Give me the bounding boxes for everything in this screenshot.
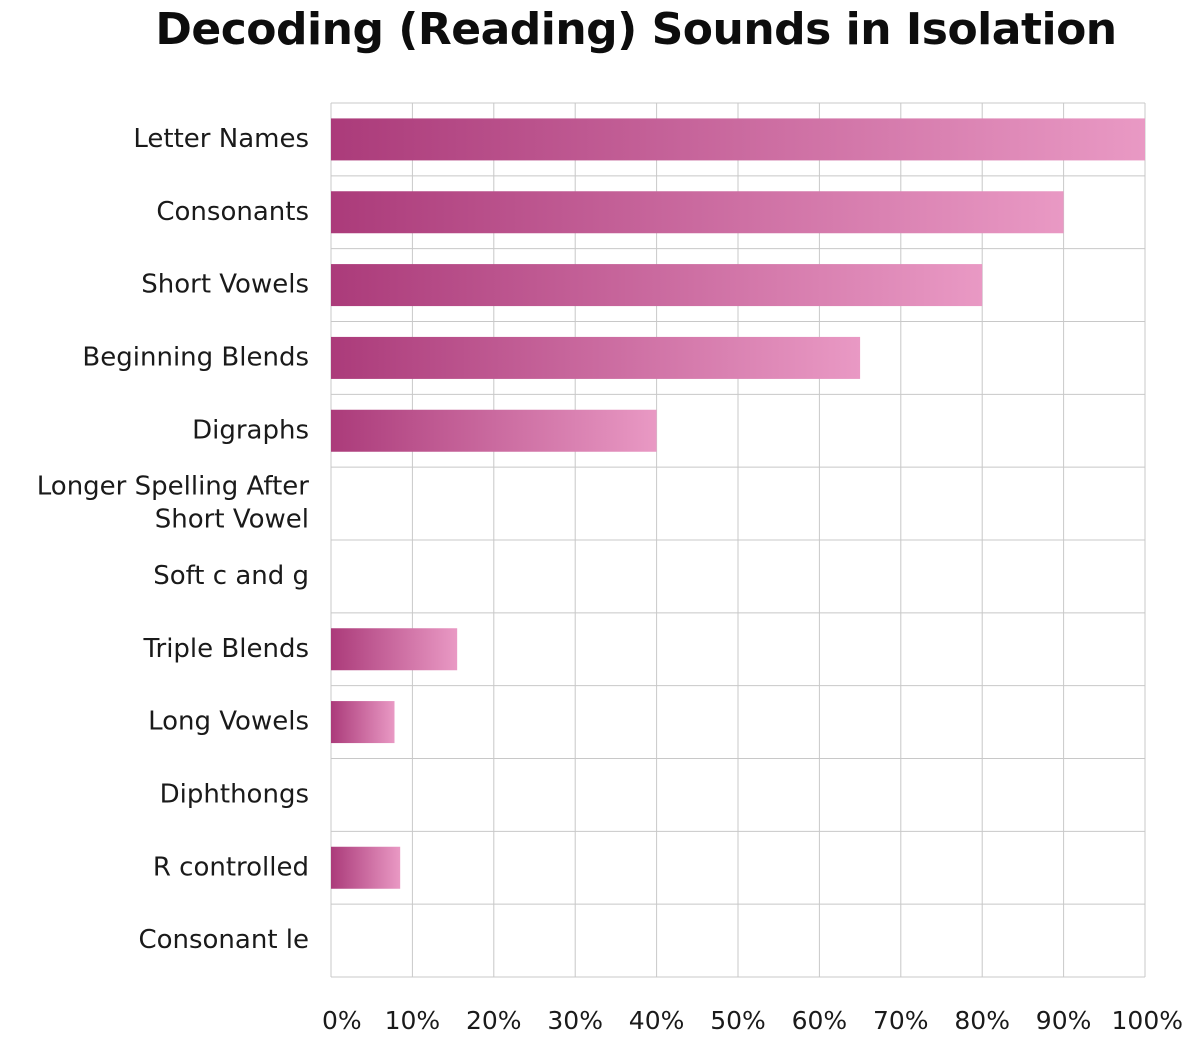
x-tick-label: 0%	[322, 1006, 362, 1035]
x-tick-label: 40%	[629, 1006, 685, 1035]
category-label: Soft c and g	[153, 561, 309, 591]
category-label: Consonants	[156, 197, 309, 227]
x-tick-label: 70%	[873, 1006, 929, 1035]
category-label: Short Vowel	[155, 505, 309, 535]
x-tick-label: 80%	[954, 1006, 1010, 1035]
x-tick-label: 100%	[1112, 1006, 1183, 1035]
category-label: Beginning Blends	[82, 342, 309, 372]
category-label: Triple Blends	[142, 634, 309, 664]
category-label: Letter Names	[133, 124, 309, 154]
chart-title: Decoding (Reading) Sounds in Isolation	[155, 4, 1117, 55]
category-label: Consonant le	[138, 925, 309, 955]
bar	[331, 846, 401, 889]
x-tick-label: 30%	[547, 1006, 603, 1035]
x-tick-label: 90%	[1036, 1006, 1092, 1035]
category-label: Short Vowels	[141, 270, 309, 300]
bar	[331, 701, 395, 744]
category-label: Long Vowels	[148, 707, 309, 737]
bar	[331, 409, 657, 452]
category-label: Diphthongs	[160, 779, 309, 809]
category-labels: Letter Names Consonants Short Vowels Beginn…	[37, 124, 310, 955]
grid	[330, 102, 1146, 978]
bar	[331, 336, 861, 379]
category-label: Longer Spelling After	[37, 472, 310, 502]
bar	[331, 191, 1064, 234]
bar	[331, 118, 1145, 161]
bar	[331, 264, 983, 307]
category-label: Digraphs	[192, 415, 309, 445]
x-tick-label: 50%	[710, 1006, 766, 1035]
x-tick-label: 10%	[385, 1006, 441, 1035]
x-tick-labels: 0% 10% 20% 30% 40% 50% 60% 70% 80% 90% 100%	[322, 1006, 1183, 1035]
bar	[331, 628, 458, 671]
x-tick-label: 20%	[466, 1006, 522, 1035]
bars	[331, 118, 1145, 889]
x-tick-label: 60%	[792, 1006, 848, 1035]
category-label: R controlled	[153, 852, 309, 882]
